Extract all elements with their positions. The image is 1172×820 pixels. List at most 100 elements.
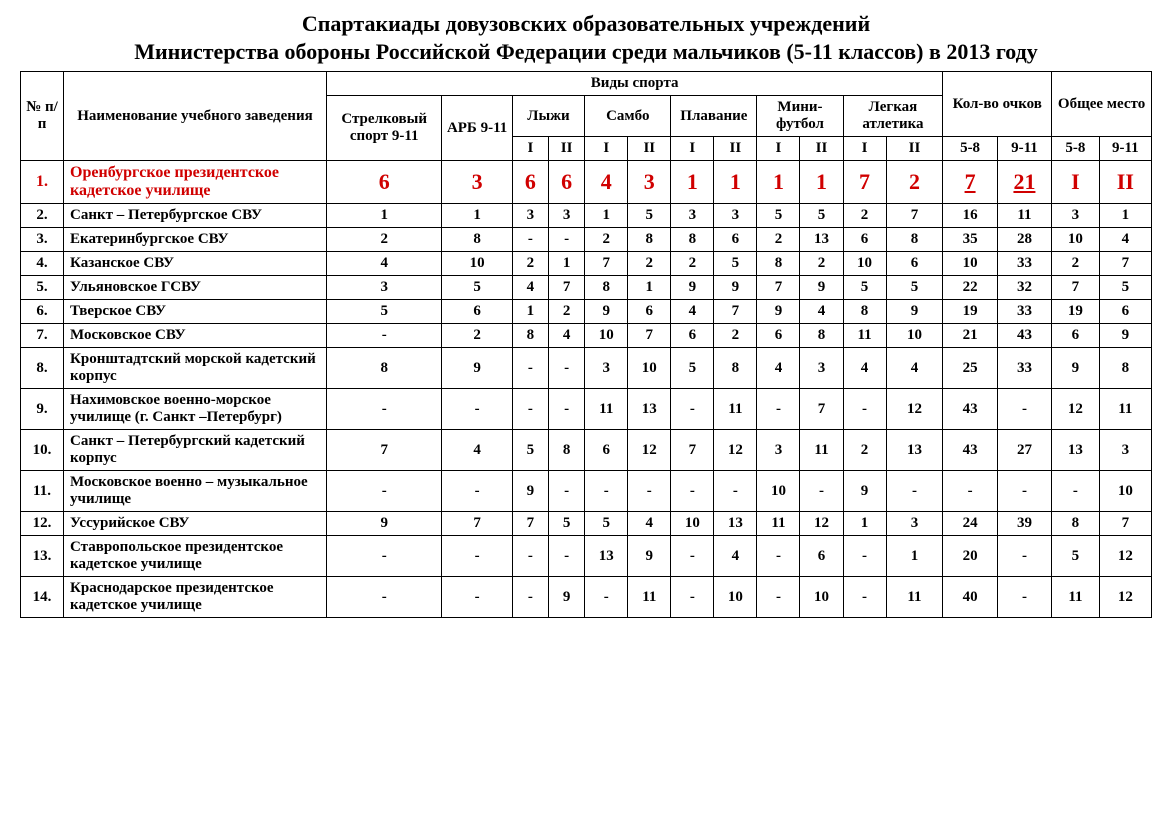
cell-name: Казанское СВУ xyxy=(64,252,327,276)
cell-ski-2: 5 xyxy=(548,512,584,536)
cell-name: Московское СВУ xyxy=(64,324,327,348)
cell-foot-2: 1 xyxy=(800,161,843,204)
cell-sambo-2: - xyxy=(628,471,671,512)
cell-ski-1: 9 xyxy=(512,471,548,512)
cell-ski-2: - xyxy=(548,228,584,252)
header-swim: Плавание xyxy=(671,96,757,137)
cell-place-9-11: 7 xyxy=(1099,252,1151,276)
cell-points-9-11: 39 xyxy=(997,512,1051,536)
cell-foot-2: 10 xyxy=(800,577,843,618)
cell-swim-1: 2 xyxy=(671,252,714,276)
cell-ath-1: 11 xyxy=(843,324,886,348)
cell-sambo-1: 6 xyxy=(585,430,628,471)
cell-ath-1: 8 xyxy=(843,300,886,324)
cell-place-9-11: II xyxy=(1099,161,1151,204)
cell-num: 3. xyxy=(21,228,64,252)
cell-place-5-8: 10 xyxy=(1052,228,1100,252)
cell-points-5-8: 22 xyxy=(943,276,997,300)
cell-ath-1: - xyxy=(843,389,886,430)
cell-swim-2: 12 xyxy=(714,430,757,471)
cell-points-5-8: 24 xyxy=(943,512,997,536)
cell-sambo-2: 5 xyxy=(628,204,671,228)
cell-swim-2: 4 xyxy=(714,536,757,577)
cell-ski-2: - xyxy=(548,348,584,389)
cell-num: 6. xyxy=(21,300,64,324)
header-name: Наименование учебного заведения xyxy=(64,72,327,161)
cell-place-9-11: 11 xyxy=(1099,389,1151,430)
cell-ski-2: 6 xyxy=(548,161,584,204)
cell-sambo-2: 7 xyxy=(628,324,671,348)
cell-place-5-8: 5 xyxy=(1052,536,1100,577)
header-ski-1: I xyxy=(512,137,548,161)
cell-points-9-11: 32 xyxy=(997,276,1051,300)
cell-num: 1. xyxy=(21,161,64,204)
cell-swim-1: 7 xyxy=(671,430,714,471)
header-sambo-2: II xyxy=(628,137,671,161)
cell-sambo-1: 11 xyxy=(585,389,628,430)
cell-place-9-11: 4 xyxy=(1099,228,1151,252)
header-swim-2: II xyxy=(714,137,757,161)
cell-ath-1: 5 xyxy=(843,276,886,300)
header-shooting: Стрелковый спорт 9-11 xyxy=(326,96,442,161)
cell-points-5-8: 16 xyxy=(943,204,997,228)
cell-shoot: - xyxy=(326,536,442,577)
table-row: 3.Екатеринбургское СВУ28--28862136835281… xyxy=(21,228,1152,252)
table-row: 4.Казанское СВУ41021722582106103327 xyxy=(21,252,1152,276)
cell-swim-2: 5 xyxy=(714,252,757,276)
cell-ath-1: 10 xyxy=(843,252,886,276)
cell-points-9-11: 28 xyxy=(997,228,1051,252)
cell-points-9-11: 33 xyxy=(997,348,1051,389)
table-row: 7.Московское СВУ-28410762681110214369 xyxy=(21,324,1152,348)
cell-foot-2: 9 xyxy=(800,276,843,300)
cell-arb: 2 xyxy=(442,324,512,348)
cell-name: Санкт – Петербургский кадетский корпус xyxy=(64,430,327,471)
cell-ski-1: 1 xyxy=(512,300,548,324)
cell-place-5-8: 12 xyxy=(1052,389,1100,430)
cell-name: Кронштадтский морской кадетский корпус xyxy=(64,348,327,389)
cell-swim-1: 3 xyxy=(671,204,714,228)
cell-name: Оренбургское президентское кадетское учи… xyxy=(64,161,327,204)
cell-ath-1: 9 xyxy=(843,471,886,512)
cell-foot-1: 5 xyxy=(757,204,800,228)
cell-arb: 10 xyxy=(442,252,512,276)
cell-points-5-8: 25 xyxy=(943,348,997,389)
cell-ski-2: 2 xyxy=(548,300,584,324)
cell-place-9-11: 3 xyxy=(1099,430,1151,471)
cell-place-5-8: 2 xyxy=(1052,252,1100,276)
cell-ath-2: 5 xyxy=(886,276,943,300)
header-points-9-11: 9-11 xyxy=(997,137,1051,161)
cell-sambo-2: 8 xyxy=(628,228,671,252)
header-points-5-8: 5-8 xyxy=(943,137,997,161)
cell-swim-2: 1 xyxy=(714,161,757,204)
cell-name: Ульяновское ГСВУ xyxy=(64,276,327,300)
header-athletics: Легкая атлетика xyxy=(843,96,943,137)
cell-ath-2: 8 xyxy=(886,228,943,252)
header-foot-2: II xyxy=(800,137,843,161)
cell-sambo-2: 2 xyxy=(628,252,671,276)
cell-swim-2: 13 xyxy=(714,512,757,536)
cell-num: 11. xyxy=(21,471,64,512)
cell-ski-2: - xyxy=(548,389,584,430)
cell-sambo-2: 3 xyxy=(628,161,671,204)
cell-arb: - xyxy=(442,536,512,577)
cell-sambo-2: 1 xyxy=(628,276,671,300)
cell-swim-1: 9 xyxy=(671,276,714,300)
cell-foot-1: 1 xyxy=(757,161,800,204)
cell-num: 7. xyxy=(21,324,64,348)
header-swim-1: I xyxy=(671,137,714,161)
cell-ath-2: 10 xyxy=(886,324,943,348)
cell-ath-2: - xyxy=(886,471,943,512)
cell-swim-1: 6 xyxy=(671,324,714,348)
cell-points-9-11: - xyxy=(997,471,1051,512)
cell-foot-2: 11 xyxy=(800,430,843,471)
cell-points-5-8: 10 xyxy=(943,252,997,276)
header-ath-2: II xyxy=(886,137,943,161)
cell-arb: - xyxy=(442,577,512,618)
cell-points-9-11: - xyxy=(997,389,1051,430)
cell-sambo-2: 13 xyxy=(628,389,671,430)
header-sambo-1: I xyxy=(585,137,628,161)
header-ski-2: II xyxy=(548,137,584,161)
header-sambo: Самбо xyxy=(585,96,671,137)
title-line-1: Спартакиады довузовских образовательных … xyxy=(302,11,870,36)
cell-swim-1: 10 xyxy=(671,512,714,536)
